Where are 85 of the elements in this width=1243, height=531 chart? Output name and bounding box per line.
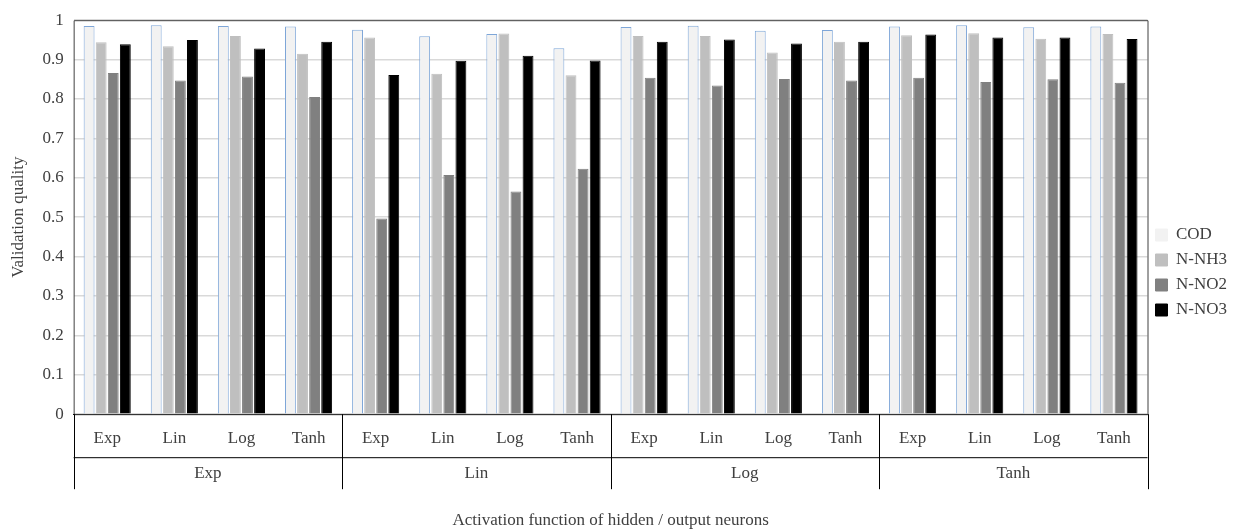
bar (858, 41, 870, 414)
bar (1047, 79, 1059, 414)
bar (187, 39, 198, 414)
x-tick-label: Lin (430, 427, 456, 447)
x-tick-label: Exp (361, 427, 390, 447)
x-tick-label: Tanh (560, 427, 595, 447)
bar (1035, 38, 1047, 414)
legend-label: COD (1176, 224, 1212, 244)
x-tick-label: Lin (162, 427, 187, 447)
bar (309, 97, 321, 414)
x-tick-label: Lin (967, 427, 993, 447)
bar (577, 168, 589, 414)
bar (1126, 39, 1138, 414)
x-tick-label: Lin (699, 427, 724, 447)
bar (992, 37, 1004, 414)
x-tick-label: Log (227, 427, 256, 447)
bar (297, 53, 308, 414)
bar (522, 55, 534, 414)
legend-label: N-NO3 (1176, 299, 1228, 319)
x-tick-label: Exp (898, 427, 927, 447)
bar (791, 43, 802, 414)
bar (254, 48, 265, 414)
x-tick-label: Log (496, 427, 525, 447)
bar (925, 34, 937, 414)
x-tick-label: Tanh (1097, 427, 1132, 447)
x-axis-title: Activation function of hidden / output neurons (452, 510, 769, 530)
bar (913, 77, 925, 414)
legend-label: N-NH3 (1176, 249, 1228, 269)
y-tick-label: 0.1 (42, 364, 64, 384)
bar (510, 191, 522, 414)
y-tick-label: 0.7 (42, 127, 65, 147)
bar (699, 35, 711, 414)
bar (1114, 82, 1126, 414)
bar (778, 78, 790, 414)
legend-label: N-NO2 (1176, 274, 1228, 294)
y-tick-label: 0.5 (42, 206, 64, 226)
bar (229, 35, 241, 414)
x-tick-label: Tanh (828, 427, 863, 447)
bar (443, 175, 455, 414)
bar (1102, 33, 1114, 414)
bar (119, 44, 131, 414)
bar (95, 42, 107, 414)
bar (498, 33, 510, 414)
bar (846, 80, 857, 414)
y-tick-label: 0.9 (42, 49, 64, 69)
bar (632, 35, 644, 414)
bar (834, 41, 845, 414)
bar (656, 41, 668, 414)
y-tick-label: 0.2 (42, 324, 64, 344)
x-tick-label: Log (764, 427, 793, 447)
x-tick-label: Tanh (291, 427, 326, 447)
bar (565, 75, 577, 414)
bar (388, 74, 400, 414)
x-tick-label: Exp (630, 427, 658, 447)
bar (711, 85, 723, 414)
text: Exp (194, 462, 222, 482)
bar (321, 41, 333, 414)
bar (1059, 37, 1071, 414)
bar (364, 37, 376, 414)
bar (901, 35, 912, 414)
text: Lin (464, 462, 489, 482)
bar (968, 33, 980, 414)
x-tick-label: Exp (93, 427, 121, 447)
bar (431, 73, 443, 414)
bar (644, 77, 656, 414)
y-tick-label: 0.4 (42, 246, 65, 266)
bar (589, 60, 601, 414)
bar (980, 82, 992, 414)
y-tick-label: 0.8 (42, 88, 64, 108)
y-axis-title: Validation quality (7, 156, 27, 278)
bar (723, 39, 735, 414)
bar (455, 60, 467, 414)
y-tick-label: 0.6 (42, 167, 64, 187)
bar (376, 218, 388, 414)
bar (162, 46, 174, 414)
text: Log (731, 462, 759, 482)
y-tick-label: 1 (55, 9, 64, 29)
x-tick-label: Log (1033, 427, 1062, 447)
bar (107, 73, 119, 414)
y-tick-label: 0.3 (42, 285, 64, 305)
bar (766, 52, 778, 414)
bar (174, 80, 186, 414)
bar (242, 76, 253, 414)
text: Tanh (996, 462, 1031, 482)
y-tick-label: 0 (55, 403, 64, 423)
